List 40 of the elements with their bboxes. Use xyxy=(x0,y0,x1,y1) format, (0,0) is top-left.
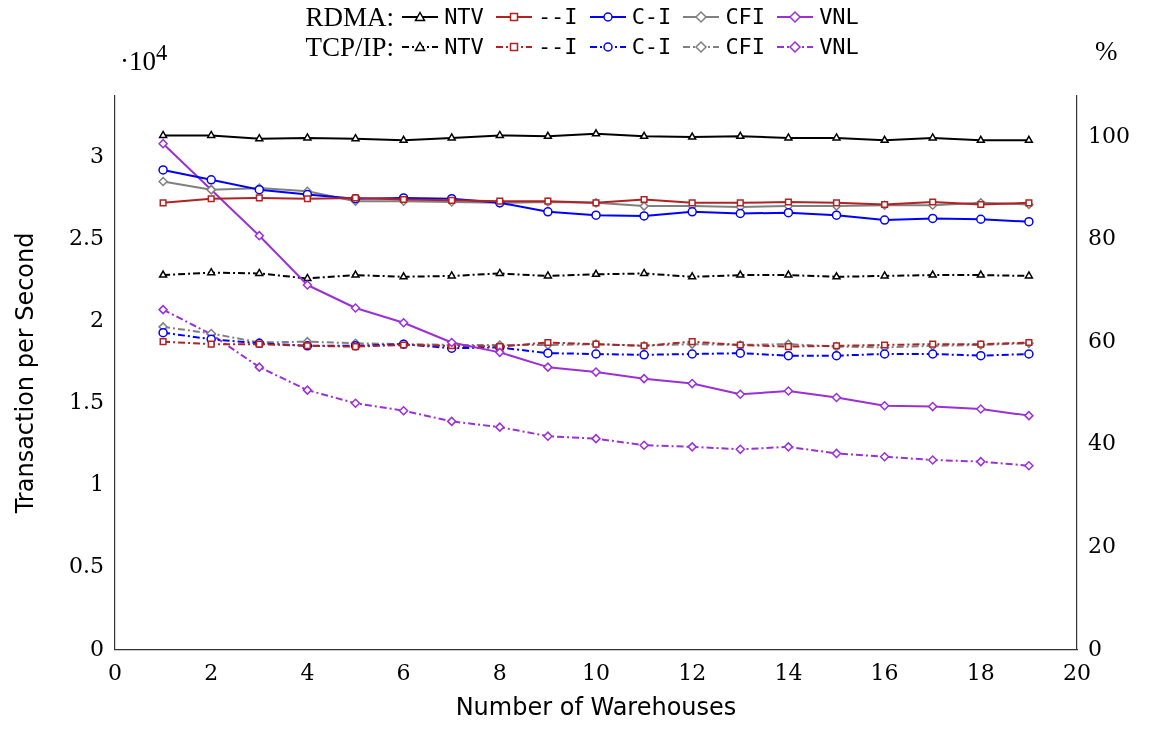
x-tick-label: 2 xyxy=(204,659,219,685)
y2-tick-label: 20 xyxy=(1088,532,1116,558)
legend-label: VNL xyxy=(819,3,859,31)
x-tick-label: 14 xyxy=(774,659,803,685)
y-tick-label: 2.5 xyxy=(69,224,104,250)
legend-label: C-I xyxy=(631,3,672,31)
y2-tick-label: 40 xyxy=(1088,430,1116,456)
y2-tick-label: 100 xyxy=(1088,122,1130,148)
x-tick-label: 16 xyxy=(870,659,899,685)
legend-label: VNL xyxy=(819,33,859,61)
x-tick-label: 18 xyxy=(966,659,995,685)
y-tick-label: 1 xyxy=(90,471,104,497)
text: TCP/IP: xyxy=(304,32,395,62)
text: ·10$^{4}$ xyxy=(120,40,168,77)
y2-tick-label: 0 xyxy=(1088,635,1102,661)
legend-label: CFI xyxy=(725,3,766,31)
y2-tick-label: 60 xyxy=(1088,327,1116,353)
y-tick-label: 0 xyxy=(90,635,104,661)
y2-axis-title: % xyxy=(1095,36,1118,67)
legend-label: NTV xyxy=(444,3,484,31)
y-tick-label: 3 xyxy=(90,142,104,168)
x-tick-label: 6 xyxy=(396,659,411,685)
y-axis-title: Transaction per Second xyxy=(10,232,39,515)
y-tick-label: 0.5 xyxy=(69,553,104,579)
legend-label: --I xyxy=(537,33,578,61)
legend-label: CFI xyxy=(725,33,766,61)
y-tick-label: 2 xyxy=(90,306,104,332)
x-tick-label: 4 xyxy=(300,659,315,685)
x-tick-label: 12 xyxy=(678,659,707,685)
x-tick-label: 8 xyxy=(492,659,507,685)
legend-label: NTV xyxy=(444,33,484,61)
x-tick-label: 20 xyxy=(1063,659,1091,685)
legend-label: C-I xyxy=(631,33,672,61)
x-tick-label: 10 xyxy=(582,659,610,685)
x-axis-title: Number of Warehouses xyxy=(455,692,737,721)
y-tick-label: 1.5 xyxy=(69,389,104,415)
x-tick-label: 0 xyxy=(108,659,122,685)
y2-tick-label: 80 xyxy=(1088,225,1116,251)
legend-label: --I xyxy=(537,3,578,31)
text: RDMA: xyxy=(304,2,395,32)
